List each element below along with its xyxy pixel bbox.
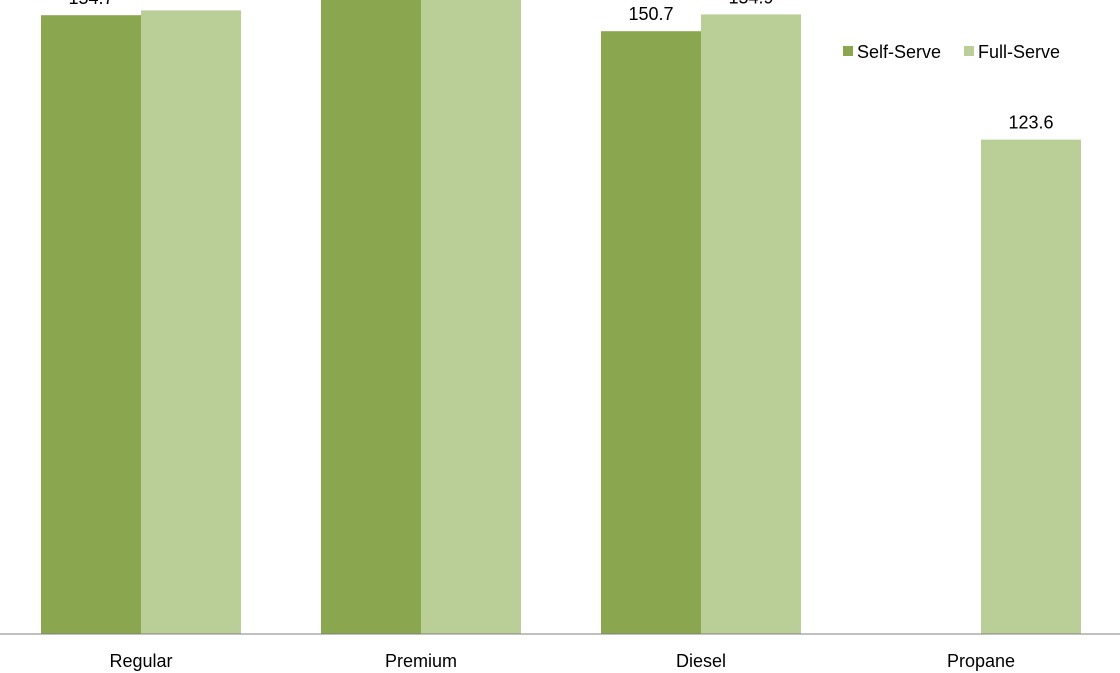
legend-label-self-serve: Self-Serve [857,42,941,62]
bar-regular-full-serve [141,10,241,634]
legend: Self-Serve Full-Serve [843,42,1060,62]
bar-diesel-self-serve [601,31,701,634]
legend-swatch-self-serve [843,46,853,56]
data-label-diesel-self-serve: 150.7 [628,4,673,24]
value-labels-group: 154.7155.9165.7165.9150.7154.9123.6 [68,0,1053,133]
legend-label-full-serve: Full-Serve [978,42,1060,62]
bars-group [41,0,1081,634]
data-label-diesel-full-serve: 154.9 [728,0,773,7]
legend-swatch-full-serve [964,46,974,56]
x-tick-label-propane: Propane [947,651,1015,671]
bar-propane-full-serve [981,139,1081,634]
x-tick-labels-group: Regular Premium Diesel Propane [109,651,1015,671]
bar-premium-full-serve [421,0,521,634]
x-tick-label-diesel: Diesel [676,651,726,671]
bar-regular-self-serve [41,15,141,634]
bar-diesel-full-serve [701,14,801,634]
data-label-regular-self-serve: 154.7 [68,0,113,8]
data-label-regular-full-serve: 155.9 [168,0,213,3]
x-tick-label-premium: Premium [385,651,457,671]
data-label-propane-full-serve: 123.6 [1008,113,1053,133]
x-tick-label-regular: Regular [109,651,172,671]
bar-premium-self-serve [321,0,421,634]
